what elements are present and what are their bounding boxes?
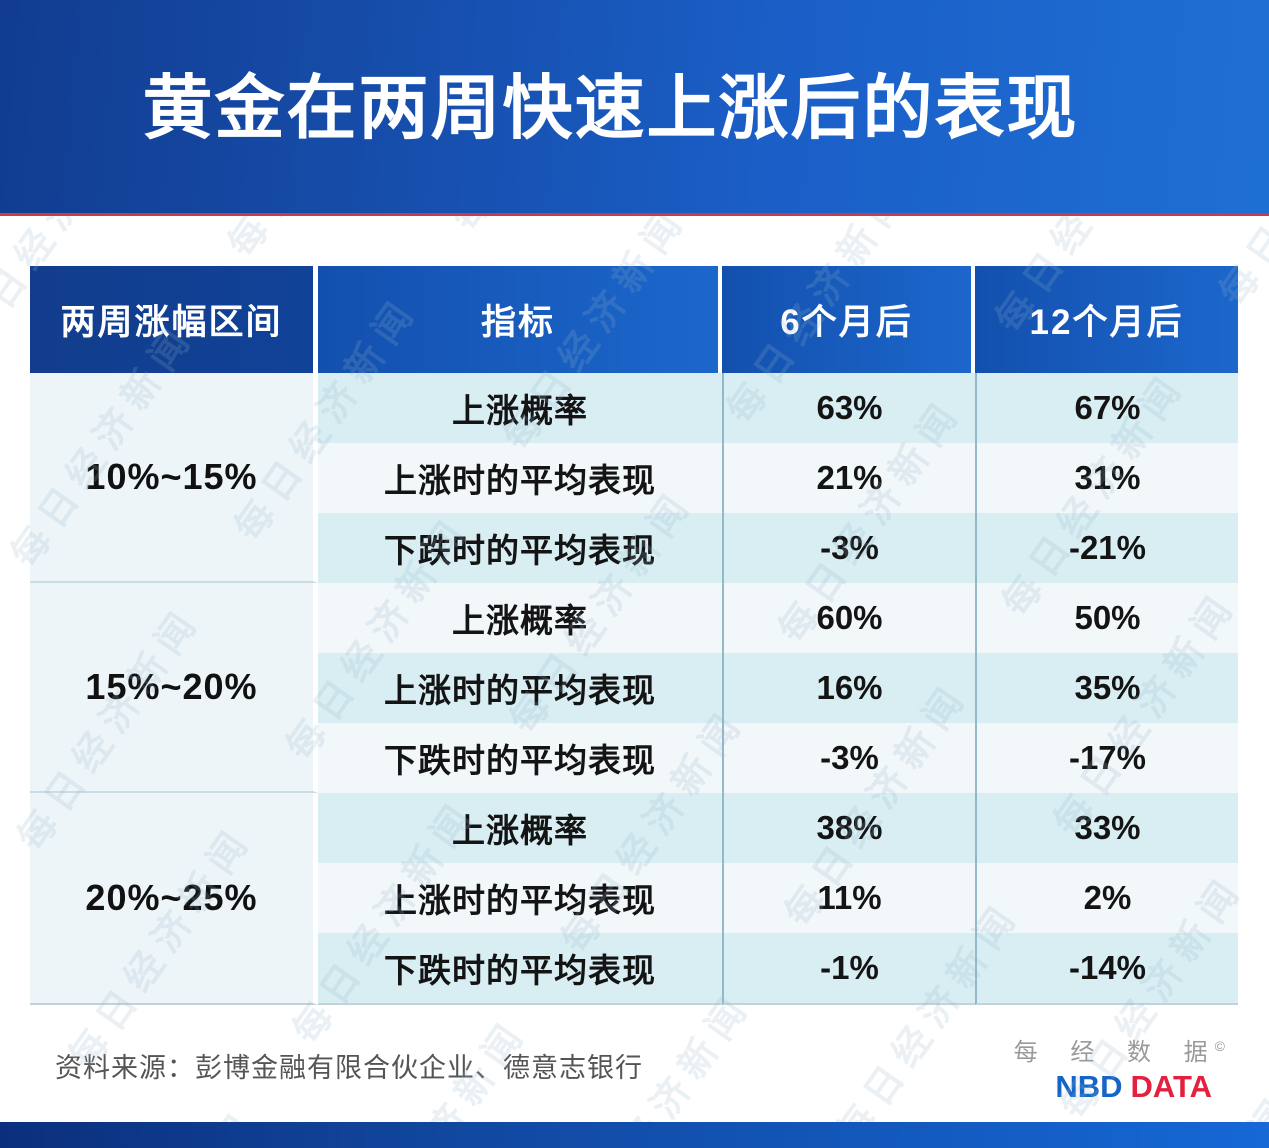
table-header-row: 两周涨幅区间 指标 6个月后 12个月后	[30, 266, 1238, 373]
column-header-12m: 12个月后	[975, 266, 1238, 373]
value-12m-cell: -17%	[975, 723, 1238, 793]
value-6m-cell: 38%	[722, 793, 975, 863]
column-header-indicator: 指标	[318, 266, 722, 373]
value-6m-cell: 16%	[722, 653, 975, 723]
table-row: 上涨时的平均表现 21% 31%	[30, 443, 1238, 513]
logo-nbd: NBD	[1055, 1069, 1123, 1104]
group-range-cell: 20%~25%	[30, 793, 318, 1005]
data-table-container: 两周涨幅区间 指标 6个月后 12个月后 10%~15% 上涨概率 63% 67…	[30, 266, 1238, 1005]
value-12m-cell: 50%	[975, 583, 1238, 653]
value-6m-cell: -3%	[722, 513, 975, 583]
indicator-cell: 上涨时的平均表现	[318, 443, 722, 513]
table-row: 20%~25% 上涨概率 38% 33%	[30, 793, 1238, 1005]
indicator-cell: 上涨时的平均表现	[318, 863, 722, 933]
value-6m-cell: -1%	[722, 933, 975, 1005]
table-row: 上涨时的平均表现 11% 2%	[30, 863, 1238, 933]
column-header-range: 两周涨幅区间	[30, 266, 318, 373]
value-12m-cell: -14%	[975, 933, 1238, 1005]
table-row: 上涨时的平均表现 16% 35%	[30, 653, 1238, 723]
indicator-cell: 上涨概率	[318, 373, 722, 443]
indicator-cell: 下跌时的平均表现	[318, 513, 722, 583]
title-banner: 黄金在两周快速上涨后的表现	[0, 0, 1269, 213]
bottom-accent-bar	[0, 1122, 1269, 1148]
indicator-cell: 下跌时的平均表现	[318, 723, 722, 793]
table-row: 10%~15% 上涨概率 63% 67%	[30, 373, 1238, 583]
value-6m-cell: 60%	[722, 583, 975, 653]
value-6m-cell: 11%	[722, 863, 975, 933]
value-12m-cell: -21%	[975, 513, 1238, 583]
value-12m-cell: 2%	[975, 863, 1238, 933]
nbd-data-logo: 每 经 数 据© NBD DATA	[1014, 1032, 1225, 1105]
indicator-cell: 上涨概率	[318, 583, 722, 653]
logo-english-text: NBD DATA	[1014, 1069, 1212, 1105]
value-6m-cell: 63%	[722, 373, 975, 443]
banner-underline	[0, 213, 1269, 216]
value-6m-cell: 21%	[722, 443, 975, 513]
logo-data: DATA	[1130, 1069, 1213, 1104]
indicator-cell: 上涨概率	[318, 793, 722, 863]
column-header-6m: 6个月后	[722, 266, 975, 373]
table-row: 下跌时的平均表现 -3% -21%	[30, 513, 1238, 583]
table-row: 15%~20% 上涨概率 60% 50%	[30, 583, 1238, 793]
data-source-note: 资料来源：彭博金融有限合伙企业、德意志银行	[55, 1053, 643, 1083]
logo-chinese-text: 每 经 数 据©	[1013, 1038, 1225, 1066]
value-6m-cell: -3%	[722, 723, 975, 793]
value-12m-cell: 67%	[975, 373, 1238, 443]
value-12m-cell: 31%	[975, 443, 1238, 513]
table-row: 下跌时的平均表现 -1% -14%	[30, 933, 1238, 1005]
value-12m-cell: 35%	[975, 653, 1238, 723]
group-range-cell: 10%~15%	[30, 373, 318, 583]
table-row: 下跌时的平均表现 -3% -17%	[30, 723, 1238, 793]
indicator-cell: 上涨时的平均表现	[318, 653, 722, 723]
copyright-mark: ©	[1214, 1038, 1225, 1054]
indicator-cell: 下跌时的平均表现	[318, 933, 722, 1005]
page-title: 黄金在两周快速上涨后的表现	[142, 69, 1079, 147]
gold-performance-table: 两周涨幅区间 指标 6个月后 12个月后 10%~15% 上涨概率 63% 67…	[30, 266, 1238, 1005]
value-12m-cell: 33%	[975, 793, 1238, 863]
group-range-cell: 15%~20%	[30, 583, 318, 793]
